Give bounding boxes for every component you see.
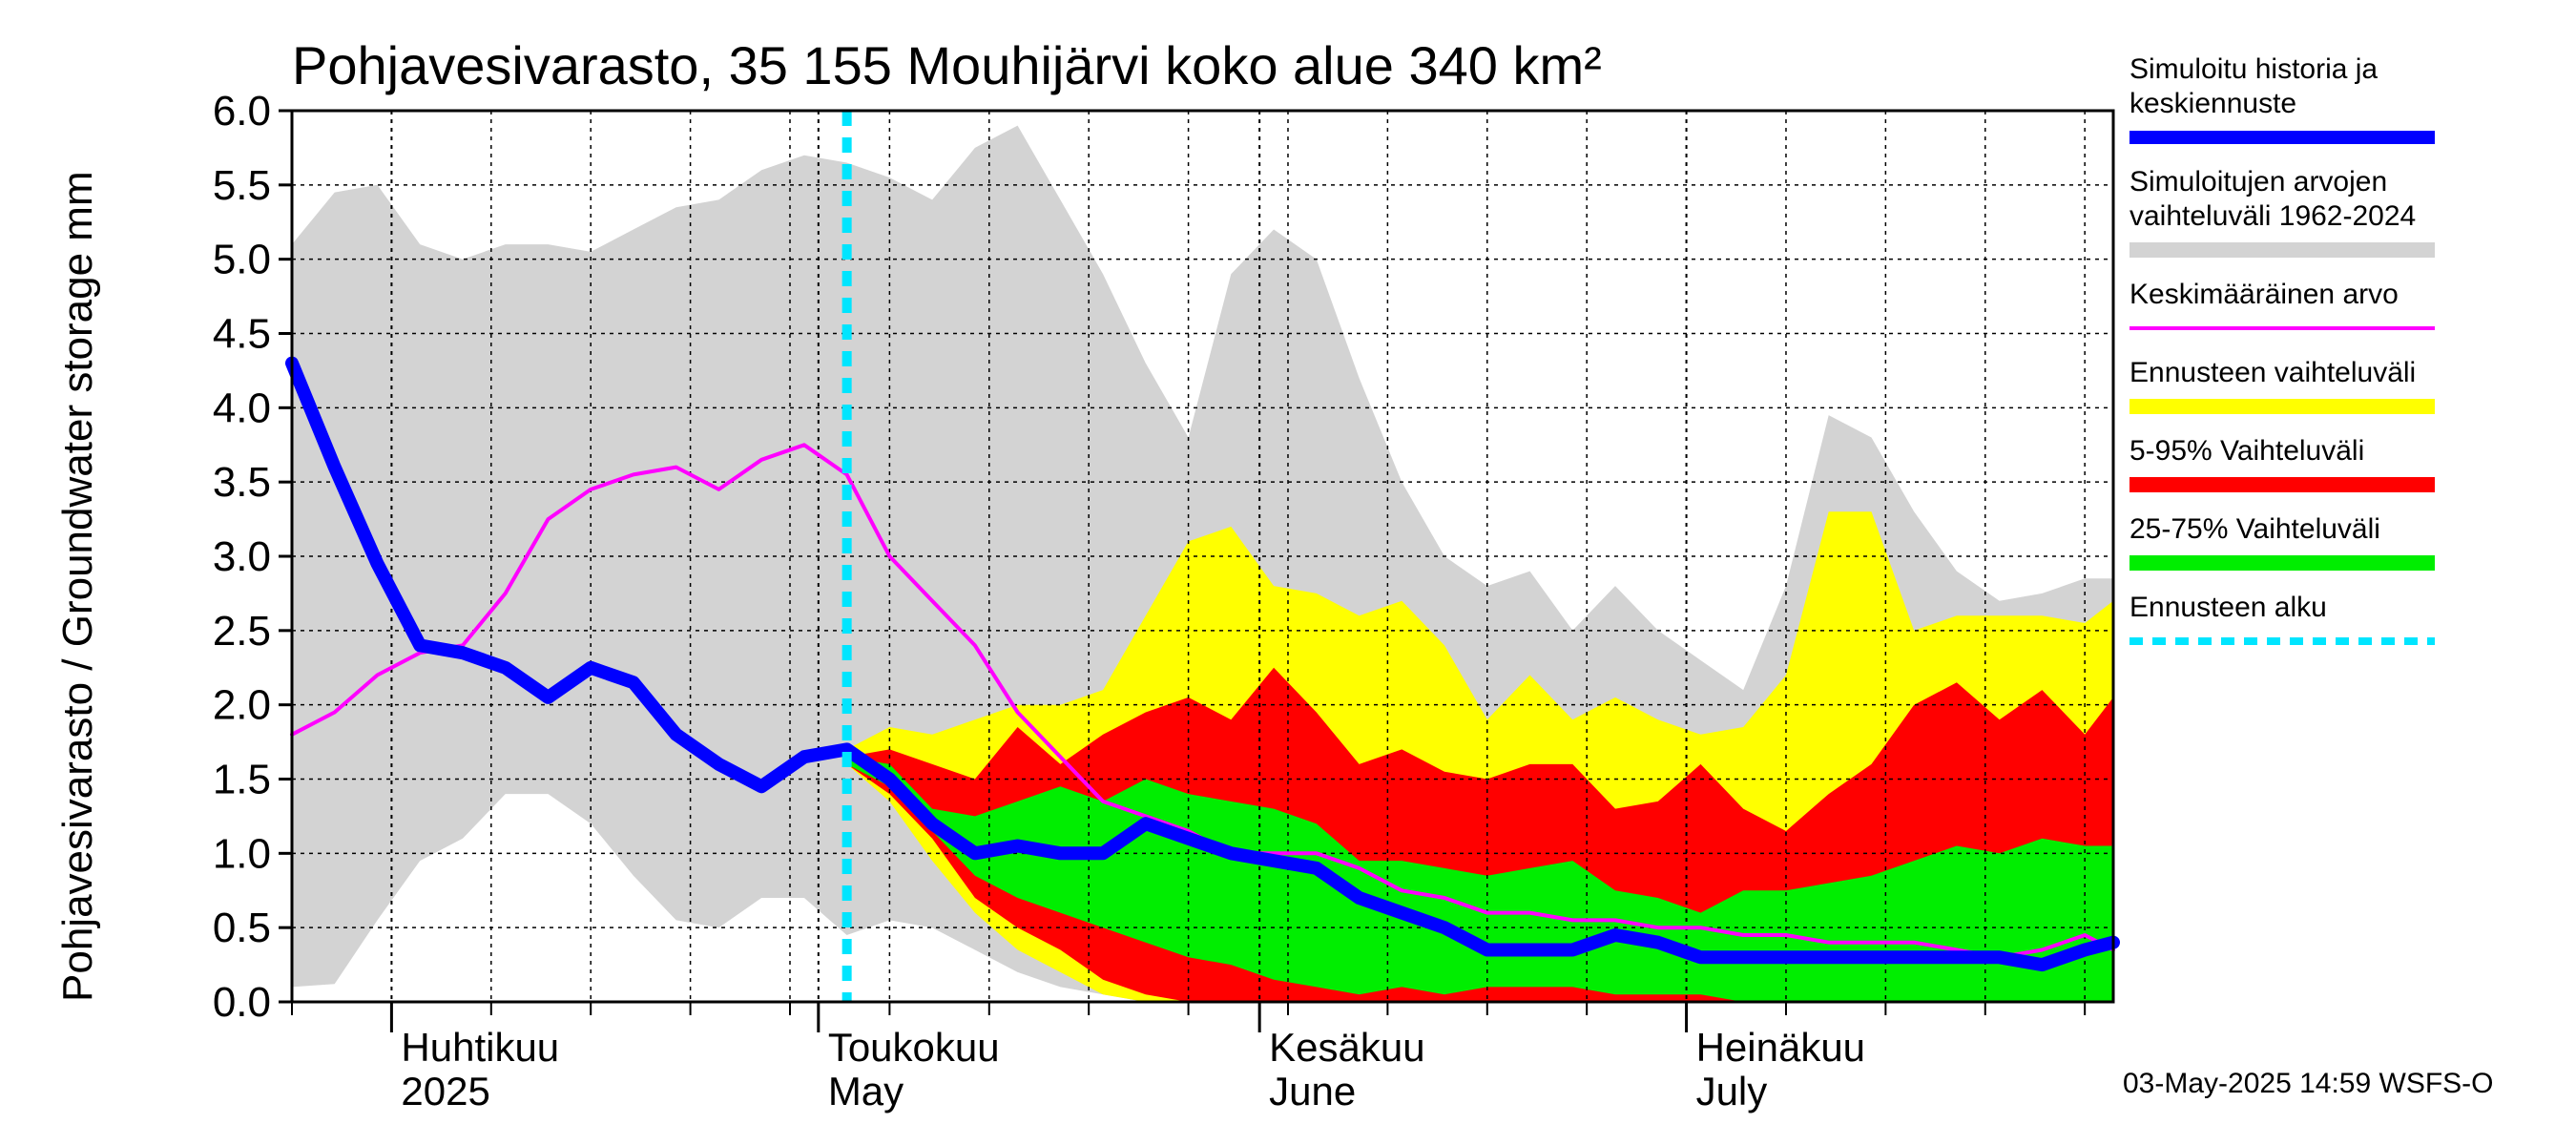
band-25-75-vaihteluvali xyxy=(846,757,2113,1002)
legend-label-6-0: Ennusteen alku xyxy=(2129,592,2327,623)
legend-item-3: Ennusteen vaihteluväli xyxy=(2129,357,2435,414)
month-sublabel-2: June xyxy=(1269,1069,1356,1114)
legend-item-6: Ennusteen alku xyxy=(2129,592,2435,645)
y-tick-label-1: 0.5 xyxy=(213,905,271,951)
y-axis-label: Pohjavesivarasto / Groundwater storage m… xyxy=(54,171,101,1002)
legend-swatch-4 xyxy=(2129,477,2435,492)
y-tick-label-8: 4.0 xyxy=(213,385,271,431)
legend-label-4-0: 5-95% Vaihteluväli xyxy=(2129,435,2364,467)
y-tick-label-3: 1.5 xyxy=(213,757,271,803)
legend-label-5-0: 25-75% Vaihteluväli xyxy=(2129,513,2380,545)
legend-label-1-1: vaihteluväli 1962-2024 xyxy=(2129,200,2416,232)
legend-label-0-1: keskiennuste xyxy=(2129,88,2296,119)
axes-layer: 0.0 0.5 1.0 1.5 2.0 2.5 3.0 3.5 4.0 4.5 5.0 5.5 6.0 H… xyxy=(213,88,2115,1114)
y-tick-label-11: 5.5 xyxy=(213,162,271,209)
grid-layer xyxy=(292,111,2113,1002)
y-tick-label-0: 0.0 xyxy=(213,979,271,1026)
legend-swatch-1 xyxy=(2129,242,2435,258)
bands-layer xyxy=(292,125,2113,1003)
month-sublabel-3: July xyxy=(1696,1069,1768,1114)
month-label-2: Kesäkuu xyxy=(1269,1025,1424,1070)
month-label-1: Toukokuu xyxy=(828,1025,1000,1070)
legend-label-0-0: Simuloitu historia ja xyxy=(2129,53,2378,85)
y-tick-label-10: 5.0 xyxy=(213,237,271,283)
y-tick-label-5: 2.5 xyxy=(213,608,271,655)
month-sublabel-1: May xyxy=(828,1069,904,1114)
legend-label-1-0: Simuloitujen arvojen xyxy=(2129,166,2387,198)
line-simuloitu-historia-ja-keskiennuste xyxy=(285,356,2120,972)
month-label-0: Huhtikuu xyxy=(401,1025,559,1070)
y-tick-label-6: 3.0 xyxy=(213,533,271,580)
legend-item-4: 5-95% Vaihteluväli xyxy=(2129,435,2435,492)
y-tick-label-2: 1.0 xyxy=(213,830,271,877)
legend-item-2: Keskimääräinen arvo xyxy=(2129,279,2435,330)
legend-label-2-0: Keskimääräinen arvo xyxy=(2129,279,2399,310)
month-sublabel-0: 2025 xyxy=(401,1069,489,1114)
legend: Simuloitu historia jakeskiennusteSimuloi… xyxy=(2129,53,2435,645)
legend-label-3-0: Ennusteen vaihteluväli xyxy=(2129,357,2416,388)
legend-swatch-5 xyxy=(2129,555,2435,571)
y-tick-label-4: 2.0 xyxy=(213,682,271,729)
legend-item-5: 25-75% Vaihteluväli xyxy=(2129,513,2435,571)
lines-layer xyxy=(285,111,2120,1002)
legend-swatch-3 xyxy=(2129,399,2435,414)
month-label-3: Heinäkuu xyxy=(1696,1025,1865,1070)
y-tick-label-12: 6.0 xyxy=(213,88,271,135)
footer-timestamp: 03-May-2025 14:59 WSFS-O xyxy=(2123,1068,2494,1099)
chart-title: Pohjavesivarasto, 35 155 Mouhijärvi koko… xyxy=(292,35,1602,95)
y-tick-label-9: 4.5 xyxy=(213,311,271,358)
y-tick-label-7: 3.5 xyxy=(213,459,271,506)
